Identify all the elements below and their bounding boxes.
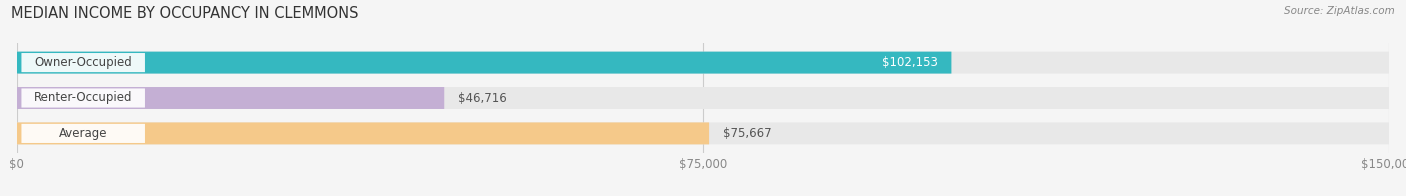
FancyBboxPatch shape: [21, 124, 145, 143]
FancyBboxPatch shape: [21, 53, 145, 72]
FancyBboxPatch shape: [17, 52, 1389, 74]
FancyBboxPatch shape: [17, 52, 952, 74]
Text: $46,716: $46,716: [458, 92, 506, 104]
FancyBboxPatch shape: [17, 87, 444, 109]
FancyBboxPatch shape: [17, 122, 709, 144]
Text: $75,667: $75,667: [723, 127, 772, 140]
FancyBboxPatch shape: [21, 88, 145, 108]
Text: MEDIAN INCOME BY OCCUPANCY IN CLEMMONS: MEDIAN INCOME BY OCCUPANCY IN CLEMMONS: [11, 6, 359, 21]
FancyBboxPatch shape: [17, 87, 1389, 109]
Text: $102,153: $102,153: [882, 56, 938, 69]
Text: Average: Average: [59, 127, 107, 140]
Text: Renter-Occupied: Renter-Occupied: [34, 92, 132, 104]
Text: Source: ZipAtlas.com: Source: ZipAtlas.com: [1284, 6, 1395, 16]
FancyBboxPatch shape: [17, 122, 1389, 144]
Text: Owner-Occupied: Owner-Occupied: [34, 56, 132, 69]
